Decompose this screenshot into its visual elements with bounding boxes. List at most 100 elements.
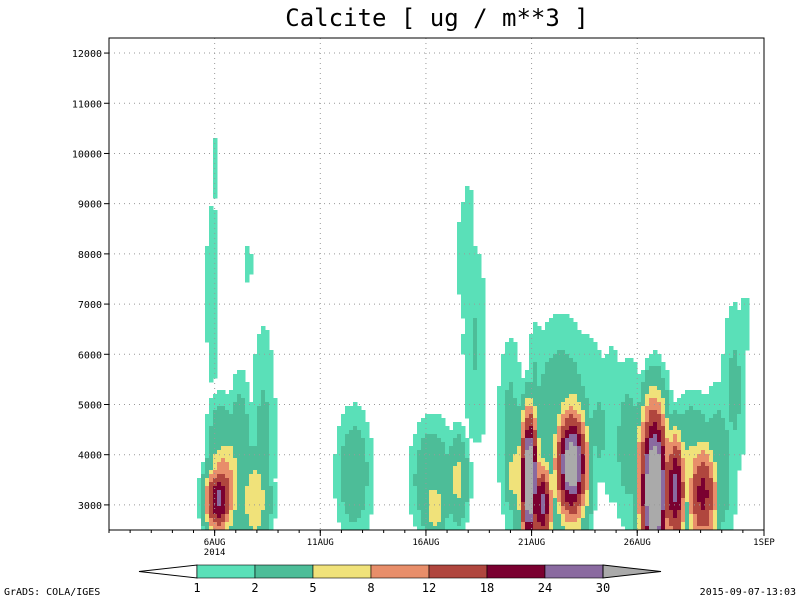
contour-cell bbox=[569, 414, 574, 419]
contour-cell bbox=[465, 334, 470, 339]
contour-cell bbox=[465, 370, 470, 375]
contour-cell bbox=[213, 178, 218, 183]
contour-cell bbox=[741, 338, 746, 343]
contour-cell bbox=[729, 398, 734, 403]
contour-cell bbox=[617, 422, 622, 427]
contour-cell bbox=[713, 490, 718, 495]
contour-cell bbox=[213, 394, 218, 399]
contour-cell bbox=[437, 454, 442, 459]
contour-cell bbox=[617, 450, 622, 455]
contour-cell bbox=[557, 478, 562, 483]
contour-cell bbox=[409, 466, 414, 471]
contour-cell bbox=[573, 446, 578, 451]
contour-cell bbox=[697, 434, 702, 439]
contour-cell bbox=[701, 498, 706, 503]
contour-cell bbox=[577, 498, 582, 503]
contour-cell bbox=[705, 442, 710, 447]
contour-cell bbox=[257, 366, 262, 371]
contour-cell bbox=[689, 434, 694, 439]
contour-cell bbox=[241, 442, 246, 447]
contour-cell bbox=[473, 266, 478, 271]
contour-cell bbox=[433, 442, 438, 447]
contour-cell bbox=[605, 362, 610, 367]
contour-cell bbox=[629, 510, 634, 515]
contour-cell bbox=[725, 374, 730, 379]
contour-cell bbox=[657, 426, 662, 431]
contour-cell bbox=[633, 398, 638, 403]
contour-cell bbox=[533, 458, 538, 463]
contour-cell bbox=[613, 466, 618, 471]
contour-cell bbox=[625, 406, 630, 411]
contour-cell bbox=[561, 426, 566, 431]
contour-cell bbox=[449, 446, 454, 451]
contour-cell bbox=[529, 338, 534, 343]
contour-cell bbox=[513, 430, 518, 435]
contour-cell bbox=[717, 506, 722, 511]
contour-cell bbox=[673, 522, 678, 527]
contour-cell bbox=[333, 478, 338, 483]
contour-cell bbox=[621, 498, 626, 503]
contour-cell bbox=[457, 510, 462, 515]
contour-cell bbox=[225, 406, 230, 411]
contour-cell bbox=[465, 438, 470, 443]
contour-cell bbox=[261, 406, 266, 411]
contour-cell bbox=[269, 370, 274, 375]
contour-cell bbox=[669, 474, 674, 479]
contour-cell bbox=[573, 378, 578, 383]
contour-cell bbox=[733, 482, 738, 487]
contour-cell bbox=[225, 414, 230, 419]
contour-cell bbox=[265, 374, 270, 379]
contour-cell bbox=[237, 526, 242, 531]
contour-cell bbox=[593, 502, 598, 507]
contour-cell bbox=[585, 510, 590, 515]
contour-cell bbox=[221, 430, 226, 435]
contour-cell bbox=[265, 514, 270, 519]
contour-cell bbox=[621, 494, 626, 499]
contour-cell bbox=[501, 394, 506, 399]
contour-cell bbox=[221, 410, 226, 415]
contour-cell bbox=[473, 382, 478, 387]
contour-cell bbox=[517, 418, 522, 423]
colorbar-label: 8 bbox=[367, 581, 374, 595]
contour-cell bbox=[577, 526, 582, 531]
contour-cell bbox=[369, 462, 374, 467]
contour-cell bbox=[357, 442, 362, 447]
contour-cell bbox=[537, 434, 542, 439]
contour-cell bbox=[441, 518, 446, 523]
contour-cell bbox=[345, 434, 350, 439]
contour-cell bbox=[689, 462, 694, 467]
contour-cell bbox=[453, 482, 458, 487]
contour-cell bbox=[713, 514, 718, 519]
contour-cell bbox=[705, 398, 710, 403]
contour-cell bbox=[517, 474, 522, 479]
contour-cell bbox=[737, 430, 742, 435]
contour-cell bbox=[545, 470, 550, 475]
contour-cell bbox=[745, 314, 750, 319]
contour-cell bbox=[737, 398, 742, 403]
contour-cell bbox=[657, 510, 662, 515]
contour-cell bbox=[673, 498, 678, 503]
contour-cell bbox=[529, 398, 534, 403]
contour-cell bbox=[653, 450, 658, 455]
contour-cell bbox=[721, 466, 726, 471]
contour-cell bbox=[577, 510, 582, 515]
contour-cell bbox=[337, 482, 342, 487]
contour-cell bbox=[645, 478, 650, 483]
contour-cell bbox=[529, 490, 534, 495]
contour-cell bbox=[501, 442, 506, 447]
contour-cell bbox=[513, 398, 518, 403]
contour-cell bbox=[545, 326, 550, 331]
contour-cell bbox=[245, 262, 250, 267]
contour-cell bbox=[581, 510, 586, 515]
contour-cell bbox=[541, 390, 546, 395]
contour-cell bbox=[625, 414, 630, 419]
contour-cell bbox=[569, 422, 574, 427]
contour-cell bbox=[609, 466, 614, 471]
contour-cell bbox=[413, 450, 418, 455]
contour-cell bbox=[549, 414, 554, 419]
contour-cell bbox=[653, 514, 658, 519]
contour-cell bbox=[237, 370, 242, 375]
contour-cell bbox=[621, 366, 626, 371]
contour-cell bbox=[449, 434, 454, 439]
contour-cell bbox=[581, 470, 586, 475]
